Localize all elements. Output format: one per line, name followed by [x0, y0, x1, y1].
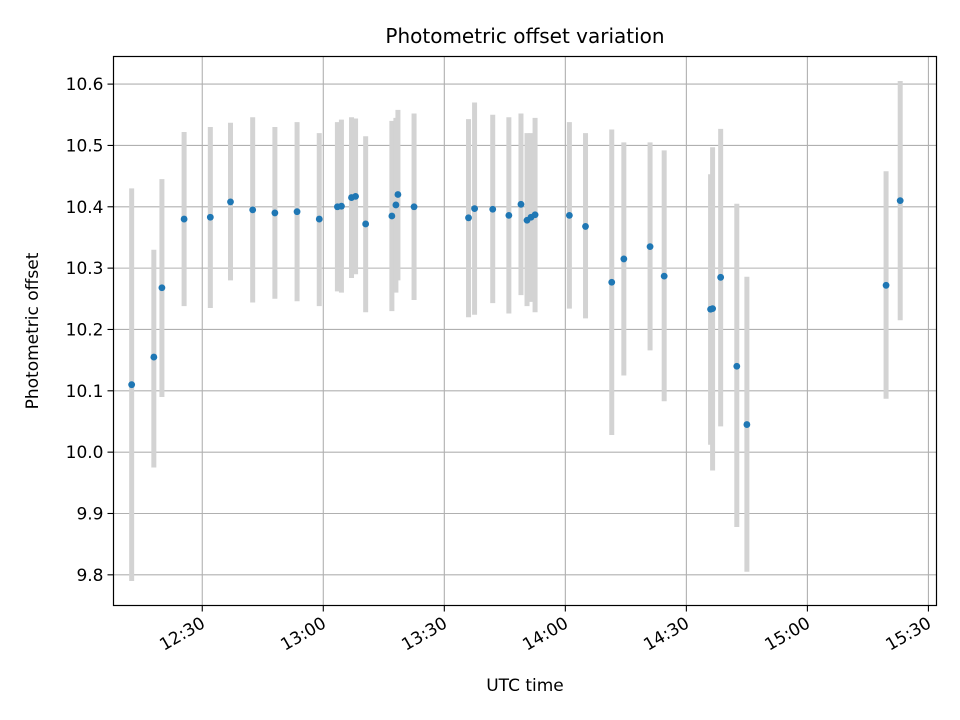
y-axis-ticks: 9.8 9.9 10.0 10.1 10.2 10.3 10.4 10.5 10.6	[66, 75, 114, 586]
data-point	[158, 284, 166, 292]
y-tick-label: 9.8	[76, 566, 103, 586]
data-point	[896, 197, 904, 205]
data-point	[733, 362, 741, 370]
data-point	[392, 201, 400, 209]
data-point	[646, 243, 654, 251]
y-tick-label: 9.9	[76, 504, 103, 524]
data-point	[388, 212, 396, 220]
data-point	[293, 208, 301, 216]
data-point	[206, 213, 214, 221]
data-point	[565, 211, 573, 219]
data-point	[489, 205, 497, 213]
y-tick-label: 10.0	[66, 443, 104, 463]
data-point	[465, 214, 472, 222]
data-points	[128, 191, 904, 428]
plot-frame	[112, 55, 938, 607]
data-point	[128, 381, 136, 389]
data-point	[517, 200, 525, 208]
y-tick-label: 10.4	[66, 198, 104, 218]
data-point	[531, 211, 539, 219]
data-point	[150, 353, 158, 361]
data-point	[709, 305, 716, 313]
y-tick-label: 10.5	[66, 136, 104, 156]
data-point	[180, 215, 188, 223]
chart-title: Photometric offset variation	[385, 24, 664, 48]
y-axis-label: Photometric offset	[23, 252, 43, 409]
data-point	[338, 202, 345, 210]
data-point	[315, 215, 323, 223]
data-point	[471, 205, 478, 213]
y-tick-label: 10.1	[66, 382, 104, 402]
data-point	[608, 278, 616, 286]
data-point	[352, 192, 359, 200]
data-point	[620, 255, 628, 263]
data-point	[505, 211, 513, 219]
data-point	[582, 223, 589, 230]
data-point	[660, 272, 668, 280]
data-point	[743, 421, 751, 428]
data-point	[227, 198, 234, 206]
data-point	[271, 209, 279, 217]
data-point	[249, 206, 257, 214]
x-axis-label: UTC time	[486, 676, 564, 696]
y-tick-label: 10.3	[66, 259, 104, 279]
y-tick-label: 10.6	[66, 75, 104, 95]
data-point	[410, 203, 418, 211]
data-point	[362, 220, 370, 228]
data-point	[882, 281, 890, 289]
data-point	[394, 191, 402, 198]
y-tick-label: 10.2	[66, 320, 104, 340]
data-point	[717, 273, 725, 281]
